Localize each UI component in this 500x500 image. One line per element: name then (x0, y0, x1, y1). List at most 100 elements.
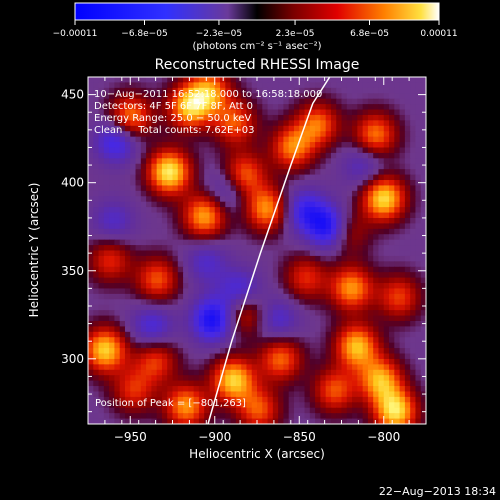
heatmap-cell (410, 364, 417, 371)
heatmap-cell (309, 342, 316, 349)
heatmap-cell (246, 402, 253, 409)
heatmap-cell (278, 147, 285, 154)
heatmap-cell (410, 261, 417, 268)
heatmap-cell (103, 136, 110, 143)
heatmap-cell (146, 326, 152, 333)
heatmap-cell (103, 320, 110, 327)
heatmap-cell (394, 364, 401, 371)
heatmap-cell (315, 407, 321, 414)
heatmap-cell (146, 152, 152, 159)
heatmap-cell (93, 353, 100, 360)
heatmap-cell (124, 104, 131, 111)
heatmap-cell (262, 277, 269, 284)
heatmap-cell (267, 185, 274, 192)
heatmap-cell (399, 391, 406, 398)
heatmap-cell (362, 131, 369, 138)
heatmap-cell (325, 413, 332, 420)
heatmap-cell (309, 310, 316, 317)
heatmap-cell (214, 239, 221, 246)
heatmap-cell (177, 299, 184, 306)
heatmap-cell (330, 342, 337, 349)
heatmap-cell (357, 369, 364, 376)
heatmap-cell (251, 223, 258, 230)
heatmap-cell (103, 212, 110, 219)
heatmap-cell (119, 142, 126, 149)
heatmap-cell (235, 217, 242, 224)
heatmap-cell (367, 386, 374, 393)
heatmap-cell (304, 315, 311, 322)
heatmap-cell (410, 402, 417, 409)
heatmap-cell (161, 266, 168, 273)
heatmap-cell (336, 293, 343, 300)
heatmap-cell (278, 180, 285, 187)
heatmap-cell (415, 185, 422, 192)
heatmap-cell (183, 288, 189, 295)
heatmap-cell (330, 87, 337, 94)
heatmap-cell (404, 369, 411, 376)
heatmap-cell (272, 337, 279, 344)
heatmap-cell (399, 342, 406, 349)
heatmap-cell (267, 125, 274, 132)
heatmap-cell (293, 158, 300, 165)
heatmap-cell (288, 353, 295, 360)
heatmap-cell (383, 413, 390, 420)
heatmap-cell (262, 320, 269, 327)
heatmap-cell (362, 228, 369, 235)
heatmap-cell (188, 380, 195, 387)
heatmap-cell (325, 261, 332, 268)
heatmap-cell (262, 283, 269, 290)
heatmap-cell (288, 142, 295, 149)
heatmap-cell (135, 250, 142, 257)
heatmap-cell (235, 331, 242, 338)
heatmap-cell (278, 283, 285, 290)
heatmap-cell (193, 87, 200, 94)
heatmap-cell (198, 402, 205, 409)
heatmap-cell (225, 109, 232, 116)
heatmap-cell (367, 245, 374, 252)
heatmap-cell (257, 163, 263, 170)
heatmap-cell (198, 326, 205, 333)
heatmap-cell (404, 331, 411, 338)
heatmap-cell (146, 380, 152, 387)
heatmap-cell (389, 201, 395, 208)
heatmap-cell (114, 158, 121, 165)
heatmap-cell (278, 120, 285, 127)
heatmap-cell (315, 353, 321, 360)
heatmap-cell (283, 402, 290, 409)
heatmap-cell (394, 142, 401, 149)
heatmap-cell (373, 180, 380, 187)
heatmap-cell (98, 223, 105, 230)
heatmap-cell (404, 104, 411, 111)
heatmap-cell (341, 158, 348, 165)
heatmap-cell (204, 396, 211, 403)
heatmap-cell (272, 342, 279, 349)
heatmap-cell (383, 152, 390, 159)
heatmap-cell (146, 337, 152, 344)
heatmap-cell (325, 217, 332, 224)
heatmap-cell (193, 255, 200, 262)
heatmap-cell (235, 293, 242, 300)
heatmap-cell (367, 369, 374, 376)
heatmap-cell (114, 320, 121, 327)
heatmap-cell (241, 386, 248, 393)
heatmap-cell (389, 250, 395, 257)
heatmap-cell (420, 407, 426, 414)
heatmap-cell (109, 245, 116, 252)
heatmap-cell (214, 77, 221, 84)
heatmap-cell (341, 152, 348, 159)
heatmap-cell (235, 326, 242, 333)
heatmap-cell (151, 196, 158, 203)
heatmap-cell (119, 125, 126, 132)
heatmap-cell (114, 266, 121, 273)
heatmap-cell (103, 396, 110, 403)
heatmap-cell (225, 196, 232, 203)
heatmap-cell (330, 169, 337, 176)
heatmap-cell (330, 380, 337, 387)
heatmap-cell (214, 304, 221, 311)
heatmap-cell (235, 288, 242, 295)
heatmap-cell (341, 315, 348, 322)
heatmap-cell (272, 98, 279, 105)
heatmap-cell (119, 337, 126, 344)
heatmap-cell (320, 82, 327, 89)
heatmap-cell (304, 82, 311, 89)
